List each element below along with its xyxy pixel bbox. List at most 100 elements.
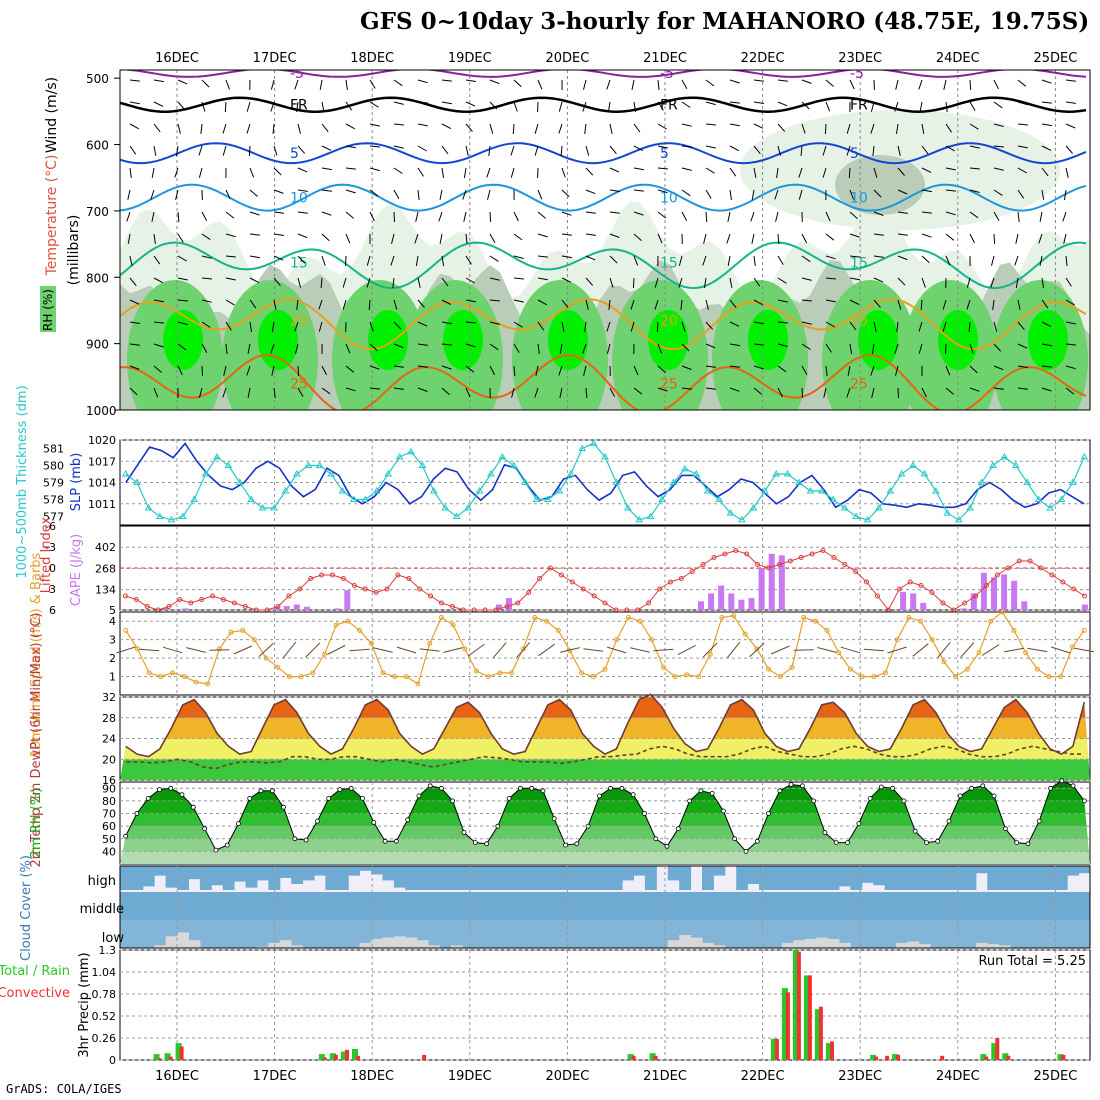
cloud-high-cell (987, 866, 1000, 890)
wind-barb (753, 387, 763, 395)
wind-barb (153, 277, 164, 284)
li-point (700, 562, 706, 567)
wind-barb (345, 167, 356, 170)
wind-speed-point (1034, 666, 1040, 672)
wind-barb-10m (653, 648, 674, 652)
cape-tick: 268 (95, 562, 116, 575)
wind-barb (777, 277, 787, 284)
wind-barb (129, 167, 132, 178)
wind-barb-10m (606, 646, 627, 654)
cloud-high-cell (610, 866, 623, 890)
wind-barb (417, 277, 421, 288)
rh-bright-core (443, 310, 483, 370)
wind-barb (921, 189, 932, 193)
wind-barb (1017, 365, 1028, 368)
li-point (1082, 593, 1088, 599)
legend-temperature: Temperature (°C) (44, 155, 60, 277)
wind-barb (897, 255, 908, 261)
rh-point (529, 785, 535, 791)
wind-speed-point (473, 668, 479, 674)
li-point (526, 590, 532, 595)
thickness-point (429, 487, 438, 494)
wind-barb-10m (258, 642, 274, 658)
wind-speed-point (392, 674, 398, 680)
wind-barb (465, 299, 476, 303)
thickness-point (943, 509, 952, 516)
wind-barb (345, 211, 355, 219)
wind-barb (846, 145, 851, 156)
thickness-point (258, 504, 267, 511)
thickness-point (475, 487, 484, 494)
wind-barb (777, 321, 788, 324)
wind-speed-point (287, 674, 292, 680)
wind-barb (390, 255, 395, 266)
thickness-point (441, 504, 450, 511)
wind-barb (609, 211, 620, 214)
wind-barb (129, 79, 140, 82)
cloud-low-cell (291, 945, 304, 948)
wind-barb (225, 255, 236, 258)
wind-tick: 2 (109, 652, 116, 665)
thickness-point (829, 495, 838, 502)
temp-tick: 32 (102, 691, 116, 704)
li-point (744, 551, 750, 557)
wind-barb (801, 101, 810, 110)
cloud-ylabel: Cloud Cover (%) (19, 855, 34, 961)
wind-barb (993, 101, 1003, 109)
wind-barb (489, 233, 496, 243)
precip-total-bar (1057, 1054, 1064, 1060)
wind-barb (417, 123, 428, 127)
li-point (231, 600, 237, 606)
thickness-point (806, 487, 815, 494)
rh-point (698, 788, 704, 794)
wind-barb (631, 79, 635, 90)
rh-point (314, 818, 320, 824)
li-point (406, 576, 412, 581)
rh-point (461, 830, 467, 835)
isotherm-label: 15 (290, 256, 308, 272)
wind-barb (369, 123, 380, 127)
wind-barb (873, 277, 884, 283)
wind-barb (801, 299, 812, 302)
wind-barb (561, 277, 572, 283)
wind-barb (151, 211, 155, 222)
wind-barb (345, 255, 347, 267)
wind-barb (729, 343, 740, 347)
thickness-point (681, 464, 689, 472)
cloud-low-cell (713, 945, 726, 948)
wind-barb (606, 79, 611, 90)
date-label-bottom: 20DEC (545, 1069, 589, 1084)
li-point (1016, 558, 1022, 564)
thickness-point (749, 504, 758, 511)
wind-barb (801, 255, 811, 263)
thickness-point (863, 515, 872, 523)
wind-barb (825, 299, 836, 303)
wind-barb (657, 189, 668, 194)
rh-point (235, 821, 241, 826)
cloud-high-cell (508, 866, 520, 890)
wind-barb-10m (493, 642, 507, 658)
date-label-top: 19DEC (448, 51, 492, 66)
rh-line (125, 780, 1085, 853)
rh-bright-core (368, 310, 408, 370)
cloud-high-cell (405, 866, 418, 890)
wind-speed-point (263, 655, 269, 661)
wind-barb (489, 123, 494, 134)
cloud-high-cell (804, 866, 817, 890)
wind-barb (201, 277, 213, 280)
wind-barb-10m (327, 645, 346, 655)
wind-speed-point (158, 674, 164, 680)
rh-point (371, 820, 377, 825)
rh-point (619, 785, 625, 791)
precip-total-bar (814, 1009, 821, 1060)
wind-speed-point (532, 615, 538, 620)
li-point (351, 583, 357, 588)
wind-barb (1065, 321, 1076, 325)
wind-barb (1041, 101, 1052, 104)
wind-barb (513, 255, 524, 259)
wind-barb (1062, 211, 1067, 222)
wind-barb (537, 255, 548, 258)
wind-barb-10m (981, 644, 1000, 656)
wind-barb (273, 255, 284, 261)
wind-barb (633, 365, 639, 376)
